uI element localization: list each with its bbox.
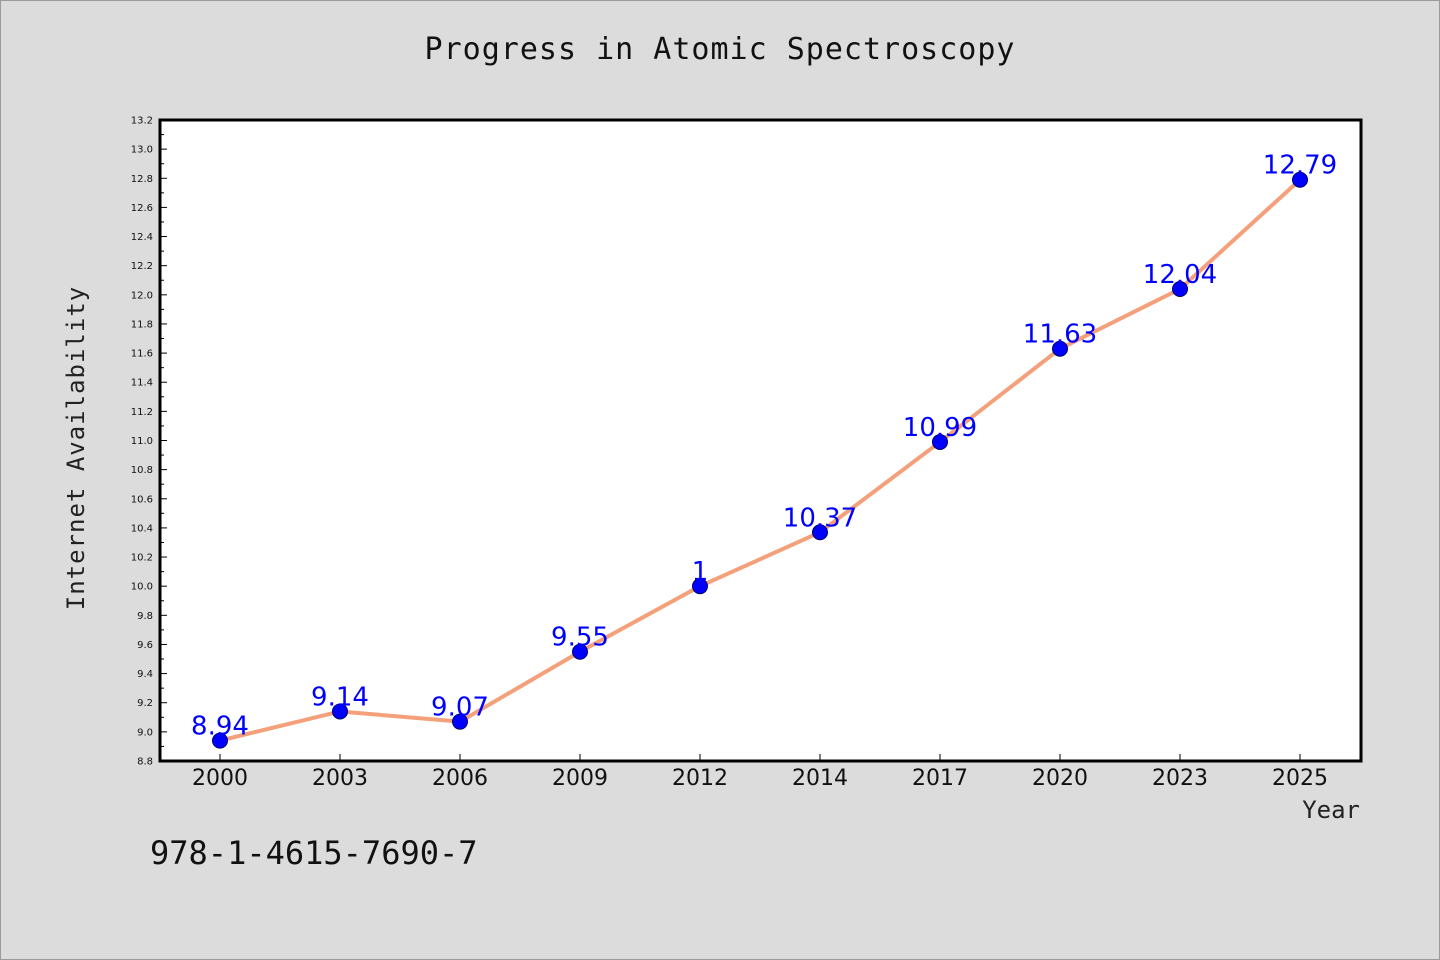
x-tick-label: 2003 (312, 766, 368, 791)
y-tick-label: 9.8 (137, 611, 153, 622)
y-tick-label: 11.0 (131, 436, 153, 447)
y-tick-label: 12.6 (131, 203, 153, 214)
x-tick-label: 2006 (432, 766, 488, 791)
data-label: 12.04 (1143, 260, 1217, 290)
data-point (212, 732, 228, 749)
y-tick-label: 11.8 (131, 319, 153, 330)
y-tick-label: 10.2 (131, 553, 153, 564)
data-point (692, 578, 708, 595)
data-label: 10.37 (783, 503, 857, 533)
data-point (812, 524, 828, 541)
y-axis: 8.8 9.0 9.2 9.4 9.6 9.8 10.0 10.2 10.4 10.6 10.8 11… (131, 116, 167, 768)
y-tick-label: 11.6 (131, 349, 153, 360)
plot-area (158, 118, 1363, 763)
x-tick-label: 2009 (552, 766, 608, 791)
x-tick-label: 2012 (672, 766, 728, 791)
y-tick-label: 10.4 (131, 523, 153, 534)
data-label: 12.79 (1263, 151, 1337, 181)
data-label: 11.63 (1023, 320, 1097, 350)
data-label: 9.55 (551, 623, 609, 653)
x-tick-label: 2023 (1152, 766, 1208, 791)
series-line (219, 178, 1302, 743)
y-tick-label: 11.2 (131, 407, 153, 418)
data-point (452, 713, 468, 730)
x-axis-label: Year (1302, 796, 1360, 824)
data-point (332, 703, 348, 720)
y-tick-label: 9.2 (137, 698, 153, 709)
data-point (1052, 340, 1068, 357)
y-tick-label: 10.6 (131, 494, 153, 505)
y-tick-label: 13.0 (131, 145, 153, 156)
y-tick-label: 12.4 (131, 232, 153, 243)
y-tick-label: 10.8 (131, 465, 153, 476)
series-markers-group (212, 171, 1308, 749)
y-tick-label: 12.0 (131, 290, 153, 301)
x-tick-label: 2020 (1032, 766, 1088, 791)
data-label: 10.99 (903, 413, 977, 443)
data-label: 1 (692, 557, 709, 587)
y-tick-label: 9.0 (137, 727, 153, 738)
x-tick-label: 2025 (1272, 766, 1328, 791)
y-tick-label: 9.4 (137, 669, 153, 680)
y-tick-label: 12.2 (131, 261, 153, 272)
data-labels-group: 8.94 9.14 9.07 9.55 1 10.37 10.99 11.63 12.04 12.… (191, 151, 1337, 742)
data-label: 8.94 (191, 712, 249, 742)
x-tick-label: 2017 (912, 766, 968, 791)
data-point (572, 643, 588, 660)
y-tick-label: 10.0 (131, 582, 153, 593)
data-point (932, 433, 948, 450)
data-point (1292, 171, 1308, 188)
chart-title: Progress in Atomic Spectroscopy (424, 32, 1016, 67)
x-tick-label: 2014 (792, 766, 848, 791)
data-point (1172, 280, 1188, 297)
isbn-text: 978-1-4615-7690-7 (150, 834, 478, 872)
y-tick-label: 9.6 (137, 640, 153, 651)
series-line-group (219, 178, 1302, 743)
y-tick-label: 12.8 (131, 174, 153, 185)
y-tick-label: 13.2 (131, 116, 153, 127)
y-tick-label: 11.4 (131, 378, 153, 389)
data-label: 9.07 (431, 693, 489, 723)
y-tick-label: 8.8 (137, 757, 153, 768)
x-axis: 2000 2003 2006 2009 2012 2014 2017 2020 2023 2025 (192, 754, 1328, 791)
x-tick-label: 2000 (192, 766, 248, 791)
data-label: 9.14 (311, 682, 369, 712)
